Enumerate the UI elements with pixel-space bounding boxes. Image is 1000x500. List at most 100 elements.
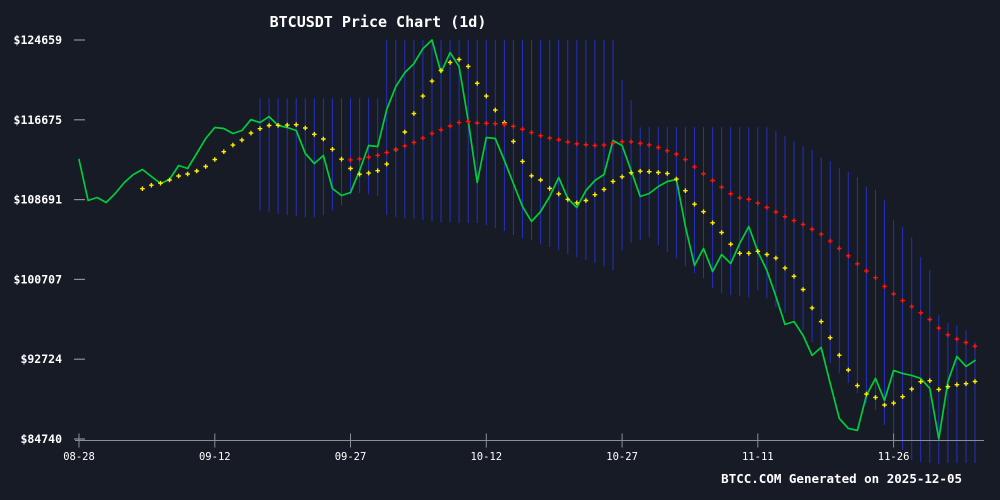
ma7-dot xyxy=(601,187,607,192)
ma7-dot xyxy=(755,249,761,254)
ma7-dot xyxy=(800,287,806,292)
ma30-dot xyxy=(809,226,815,232)
ma7-dot xyxy=(266,123,272,128)
ma30-dot xyxy=(420,135,426,141)
ma7-dot xyxy=(827,335,833,340)
ma30-dot xyxy=(574,141,580,147)
ma30-dot xyxy=(927,317,933,322)
ma30-dot xyxy=(827,238,833,244)
ma30-dot xyxy=(565,139,571,145)
ma30-dot xyxy=(873,275,878,280)
ma30-dot xyxy=(628,139,634,144)
ma30-dot xyxy=(818,231,824,237)
ma7-dot xyxy=(303,125,308,131)
ma30-dot xyxy=(773,209,779,215)
ma7-dot xyxy=(692,201,697,207)
ma7-dot xyxy=(809,305,815,311)
ma30-dot xyxy=(936,325,942,331)
ma7-dot xyxy=(456,57,462,62)
ma30-dot xyxy=(547,135,552,141)
ma30-dot xyxy=(465,119,471,124)
ma30-dot xyxy=(746,197,752,202)
ma7-dot xyxy=(547,186,552,191)
ma7-dot xyxy=(284,122,290,128)
ma7-dot xyxy=(574,200,580,206)
ma30-dot xyxy=(348,157,353,163)
ma7-dot xyxy=(909,386,914,392)
ma7-dot xyxy=(728,241,733,247)
price-line xyxy=(78,39,976,440)
ma30-dot xyxy=(882,284,887,289)
ma7-dot xyxy=(972,379,978,384)
x-tick-label: 11-26 xyxy=(878,451,910,463)
ma7-dot xyxy=(891,400,896,406)
ma7-dot xyxy=(900,394,905,399)
ma7-dot xyxy=(864,391,869,397)
y-tick-label: $124659 xyxy=(14,33,63,47)
ma30-dot xyxy=(719,184,724,190)
ma30-dot xyxy=(737,195,742,201)
ma30-dot xyxy=(646,142,652,148)
ma7-dot xyxy=(511,139,516,144)
y-tick-label: $116675 xyxy=(14,113,63,127)
ma7-dot xyxy=(158,180,163,186)
ma7-dot xyxy=(357,171,362,177)
x-tick-label: 09-27 xyxy=(335,451,367,463)
ma30-dot xyxy=(764,205,770,210)
ma7-dot xyxy=(330,147,335,152)
ma7-dot xyxy=(293,122,299,127)
ma7-dot xyxy=(484,93,489,99)
ma30-dot xyxy=(520,126,525,132)
ma7-dot xyxy=(529,173,534,179)
ma7-dot xyxy=(194,168,199,174)
ma7-dot xyxy=(683,188,688,193)
ma7-dot xyxy=(167,177,172,183)
ma7-dot xyxy=(366,170,371,176)
ma30-dot xyxy=(456,120,462,125)
ma7-dot xyxy=(746,251,752,256)
x-tick-label: 11-11 xyxy=(742,451,774,463)
ma30-dot xyxy=(692,164,697,170)
ma30-dot xyxy=(791,218,797,223)
ma7-dot xyxy=(140,186,145,191)
ma30-dot xyxy=(529,130,534,135)
ma7-dot xyxy=(493,107,498,113)
ma7-dot xyxy=(592,192,598,197)
ma30-dot xyxy=(601,142,607,148)
ma7-dot xyxy=(348,166,353,171)
ma7-dot xyxy=(375,168,380,173)
ma7-dot xyxy=(248,130,254,136)
ma7-dot xyxy=(312,132,317,137)
ma30-dot xyxy=(945,332,951,338)
ma7-dot xyxy=(882,402,887,408)
ma30-dot xyxy=(610,140,616,146)
ma7-dot xyxy=(556,191,561,197)
ma30-dot xyxy=(402,143,408,149)
ma30-dot xyxy=(511,124,516,129)
ma30-dot xyxy=(674,151,679,157)
ma30-dot xyxy=(619,139,625,144)
ma30-dot xyxy=(583,142,589,147)
x-tick-label: 10-12 xyxy=(470,451,502,463)
ma30-dot xyxy=(429,131,435,136)
ma7-dot xyxy=(737,251,742,256)
watermark-generated-label: BTCC.COM Generated on 2025-12-05 xyxy=(721,471,962,486)
ma7-dot xyxy=(257,126,263,131)
ma7-dot xyxy=(656,170,661,175)
ma7-dot xyxy=(203,164,208,169)
ma30-dot xyxy=(909,304,914,309)
ma7-dot xyxy=(918,379,923,384)
ma7-dot xyxy=(239,137,245,143)
ma30-dot xyxy=(384,150,389,155)
ma30-dot xyxy=(556,137,561,142)
ma30-dot xyxy=(592,143,598,148)
y-tick-label: $100707 xyxy=(14,272,63,286)
ma7-dot xyxy=(212,157,218,162)
price-line-layer xyxy=(78,39,976,440)
x-tick-label: 08-28 xyxy=(63,451,95,463)
ma30-dot xyxy=(855,261,860,267)
ma30-dot xyxy=(972,343,978,349)
ma30-dot xyxy=(484,121,489,126)
ma7-dot xyxy=(447,60,453,65)
ma7-dot xyxy=(176,173,181,179)
